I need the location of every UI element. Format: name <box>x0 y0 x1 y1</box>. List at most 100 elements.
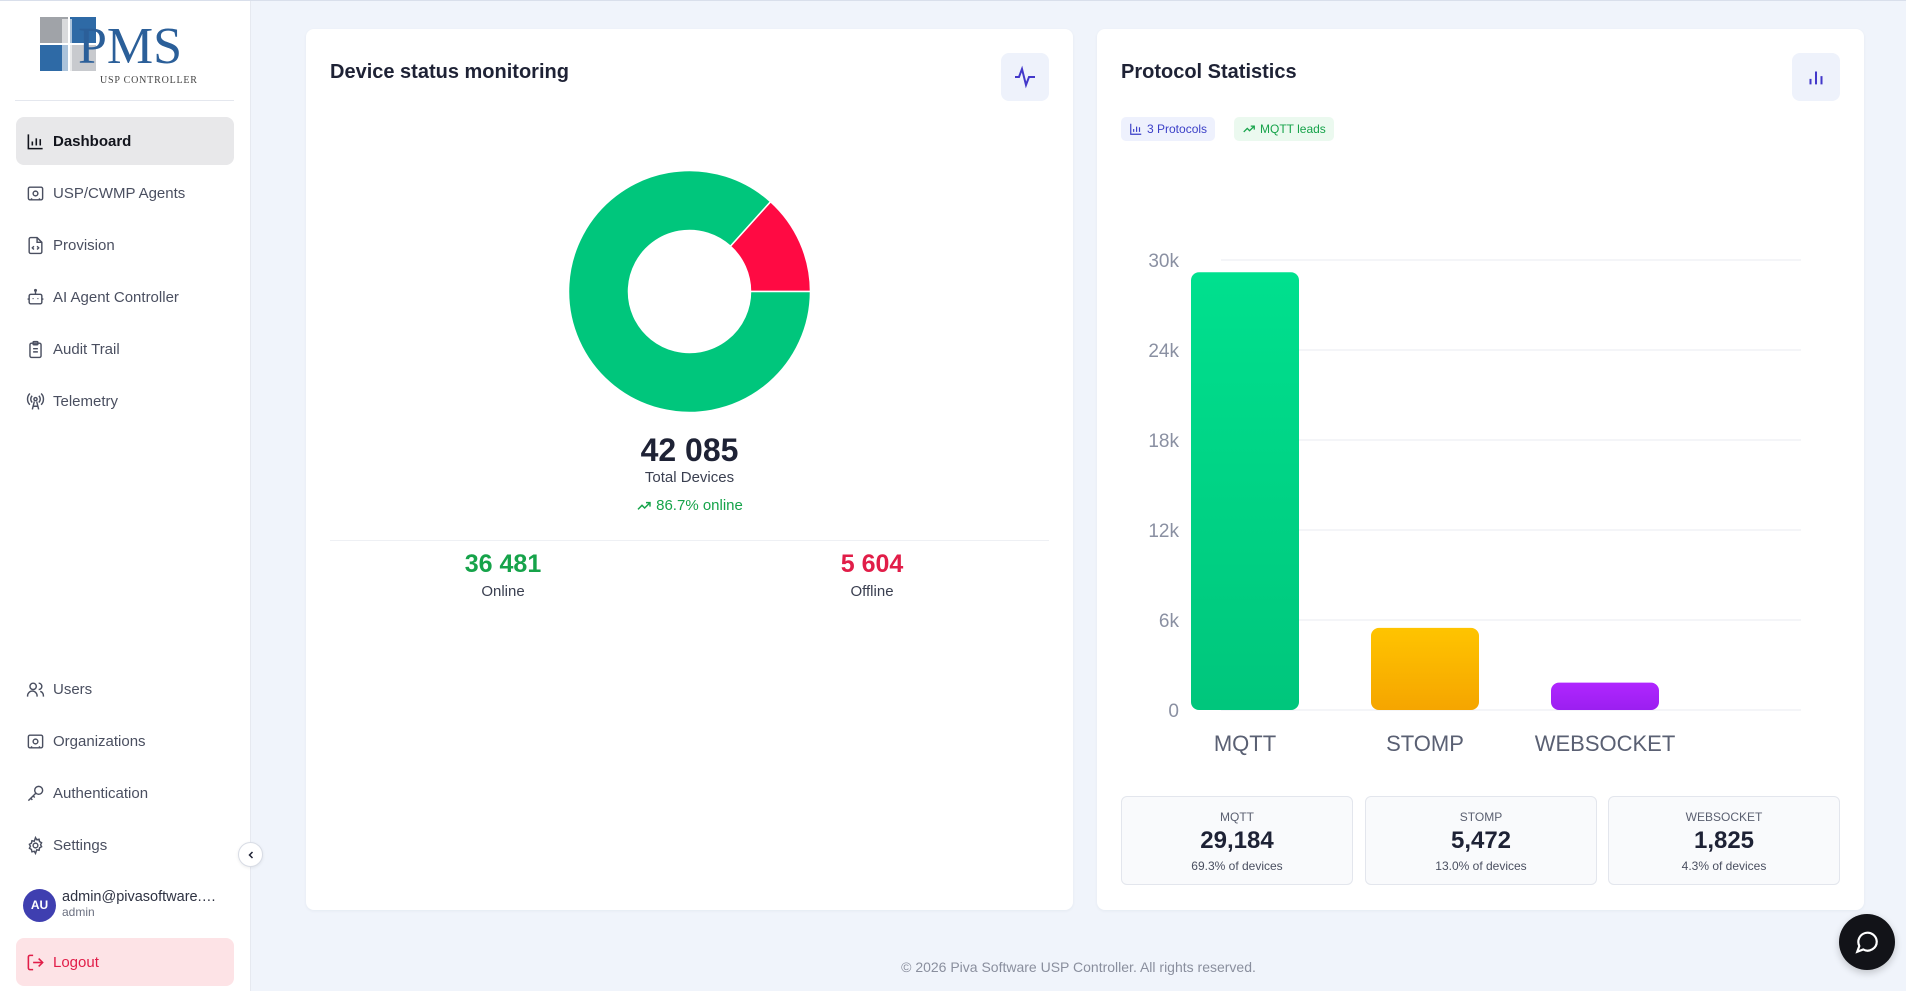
radio-tower-icon <box>26 392 45 410</box>
sidebar-item-label: Dashboard <box>53 132 132 150</box>
bar-mqtt[interactable] <box>1191 272 1299 710</box>
sidebar-item-label: Organizations <box>53 732 146 750</box>
sidebar: PMS USP CONTROLLER Dashboard USP/CWMP Ag… <box>0 1 251 991</box>
chat-button[interactable] <box>1839 914 1895 970</box>
bot-icon <box>27 288 44 305</box>
y-tick-label: 6k <box>1159 611 1180 632</box>
x-tick-label: STOMP <box>1386 731 1464 756</box>
protocol-count-badge: 3 Protocols <box>1121 117 1216 141</box>
leader-text: MQTT leads <box>1260 122 1326 136</box>
bar-stomp[interactable] <box>1371 627 1479 710</box>
file-code-icon <box>28 236 43 254</box>
collapse-sidebar-button[interactable] <box>238 842 263 867</box>
total-devices-label: Total Devices <box>644 469 735 486</box>
sidebar-item-label: Telemetry <box>53 392 119 410</box>
device-status-card: Device status monitoring 42 085 Total De… <box>306 29 1073 910</box>
bar-chart-icon <box>27 133 43 149</box>
building-icon <box>27 733 44 749</box>
sidebar-item-audit-trail[interactable]: Audit Trail <box>16 325 234 373</box>
offline-count: 5 604 <box>840 550 904 578</box>
footer-copyright: © 2026 Piva Software USP Controller. All… <box>901 959 1256 975</box>
leader-badge: MQTT leads <box>1234 117 1334 141</box>
clipboard-icon <box>29 340 42 358</box>
sidebar-item-ai-agent-controller[interactable]: AI Agent Controller <box>16 273 234 321</box>
bar-chart-icon <box>1809 71 1823 85</box>
logout-label: Logout <box>53 953 99 971</box>
online-stat: 36 481 Online <box>403 550 603 600</box>
summary-name: STOMP <box>1459 810 1503 824</box>
protocol-count-text: 3 Protocols <box>1147 122 1208 136</box>
user-profile[interactable]: AU admin@pivasoftware.com admin <box>23 885 233 925</box>
sidebar-item-dashboard[interactable]: Dashboard <box>16 117 234 165</box>
bar-chart-icon <box>1130 123 1142 135</box>
summary-name: WEBSOCKET <box>1685 810 1763 824</box>
activity-icon <box>1015 65 1035 89</box>
total-devices-value: 42 085 <box>640 432 739 468</box>
online-count: 36 481 <box>464 550 542 578</box>
sidebar-item-authentication[interactable]: Authentication <box>16 769 234 817</box>
logout-button[interactable]: Logout <box>16 938 234 986</box>
summary-share: 4.3% of devices <box>1681 859 1767 873</box>
online-label: Online <box>481 583 525 600</box>
app-logo: PMS USP CONTROLLER <box>40 17 197 86</box>
protocol-statistics-card: Protocol Statistics 3 Protocols MQTT lea… <box>1097 29 1864 910</box>
logo-divider <box>15 100 234 101</box>
y-tick-label: 12k <box>1148 521 1179 542</box>
trending-up-icon <box>637 501 651 510</box>
message-circle-icon <box>1855 931 1878 954</box>
summary-share: 69.3% of devices <box>1191 859 1283 873</box>
y-tick-label: 30k <box>1148 251 1179 272</box>
sidebar-item-provision[interactable]: Provision <box>16 221 234 269</box>
bar-websocket[interactable] <box>1551 682 1659 710</box>
summary-box-mqtt: MQTT 29,184 69.3% of devices <box>1121 796 1353 885</box>
summary-share: 13.0% of devices <box>1435 859 1527 873</box>
user-role: admin <box>62 905 95 920</box>
online-percentage: 86.7% online <box>306 497 1073 514</box>
avatar: AU <box>23 888 56 922</box>
agent-icon <box>27 185 44 201</box>
summary-value: 1,825 <box>1693 827 1755 854</box>
chevron-left-icon <box>247 850 253 859</box>
sidebar-item-label: Users <box>53 680 93 698</box>
sidebar-item-users[interactable]: Users <box>16 665 234 713</box>
sidebar-item-agents[interactable]: USP/CWMP Agents <box>16 169 234 217</box>
sidebar-item-telemetry[interactable]: Telemetry <box>16 377 234 425</box>
x-tick-label: MQTT <box>1214 731 1276 756</box>
stats-divider <box>330 540 1049 541</box>
gear-icon <box>28 835 43 855</box>
offline-stat: 5 604 Offline <box>772 550 972 600</box>
device-status-donut-chart <box>567 169 812 414</box>
sidebar-item-settings[interactable]: Settings <box>16 821 234 869</box>
sidebar-item-label: Audit Trail <box>53 340 120 358</box>
y-tick-label: 18k <box>1148 431 1179 452</box>
summary-value: 5,472 <box>1450 827 1512 854</box>
y-tick-label: 24k <box>1148 341 1179 362</box>
key-icon <box>27 785 44 801</box>
sidebar-item-label: USP/CWMP Agents <box>53 184 186 202</box>
protocol-bar-chart: 0 6k 12k 18k 24k 30k MQTT STOMP WEBSOCKET <box>1148 251 1801 756</box>
card-title: Protocol Statistics <box>1121 61 1297 83</box>
summary-box-websocket: WEBSOCKET 1,825 4.3% of devices <box>1608 796 1840 885</box>
activity-button[interactable] <box>1001 53 1049 101</box>
user-email: admin@pivasoftware.com <box>62 890 222 906</box>
trending-up-icon <box>1243 125 1255 133</box>
donut-slice-online[interactable] <box>567 169 812 414</box>
offline-label: Offline <box>850 583 894 600</box>
sidebar-item-label: Settings <box>53 836 108 854</box>
chart-button[interactable] <box>1792 53 1840 101</box>
x-tick-label: WEBSOCKET <box>1535 731 1676 756</box>
summary-name: MQTT <box>1220 810 1254 824</box>
top-border <box>0 0 1906 1</box>
sidebar-item-label: Provision <box>53 236 115 254</box>
online-percentage-text: 86.7% online <box>656 497 743 514</box>
summary-box-stomp: STOMP 5,472 13.0% of devices <box>1365 796 1597 885</box>
users-icon <box>26 681 45 697</box>
sidebar-item-label: Authentication <box>53 784 149 802</box>
card-title: Device status monitoring <box>330 61 569 83</box>
logout-icon <box>27 954 44 970</box>
sidebar-item-organizations[interactable]: Organizations <box>16 717 234 765</box>
svg-text:PMS: PMS <box>78 18 182 75</box>
sidebar-item-label: AI Agent Controller <box>53 288 179 306</box>
summary-value: 29,184 <box>1200 827 1274 854</box>
y-tick-label: 0 <box>1168 701 1179 722</box>
